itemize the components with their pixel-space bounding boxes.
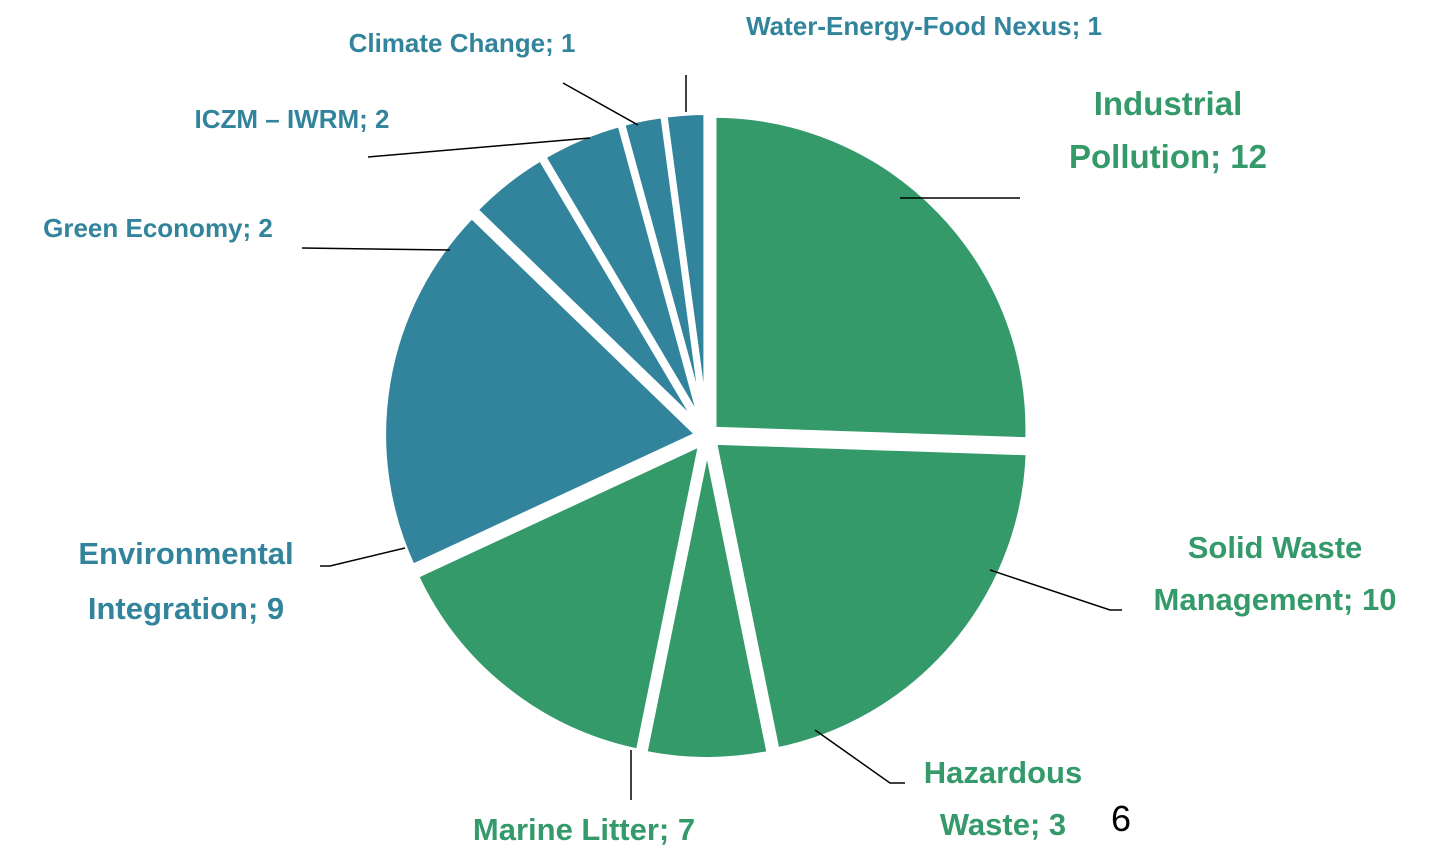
leader-lines xyxy=(301,75,1122,800)
slice-label-solid-waste-management: Solid Waste Management; 10 xyxy=(1154,530,1397,617)
slice-label-industrial-pollution: Industrial Pollution; 12 xyxy=(1069,85,1267,175)
slice-label-climate-change: Climate Change; 1 xyxy=(349,28,576,58)
leader-line-climate-change xyxy=(562,82,639,126)
slice-water-energy-food-nexus xyxy=(661,109,710,428)
page-number: 6 xyxy=(1111,798,1132,839)
slice-label-marine-litter: Marine Litter; 7 xyxy=(473,812,695,846)
pie-slices xyxy=(380,109,1032,763)
leader-line-iczm-iwrm xyxy=(367,137,591,158)
slice-label-green-economy: Green Economy; 2 xyxy=(43,213,273,243)
leader-line-green-economy xyxy=(301,247,451,251)
slice-environmental-integration xyxy=(380,211,704,572)
leader-line-hazardous-waste xyxy=(814,729,905,784)
slice-label-environmental-integration: Environmental Integration; 9 xyxy=(78,536,293,626)
leader-line-solid-waste-management xyxy=(989,569,1122,611)
slice-label-water-energy-food-nexus: Water-Energy-Food Nexus; 1 xyxy=(746,11,1102,41)
slice-solid-waste-management xyxy=(710,438,1032,755)
slice-labels: Industrial Pollution; 12 Solid Waste Manage… xyxy=(43,11,1396,846)
slice-label-iczm-iwrm: ICZM – IWRM; 2 xyxy=(195,104,390,134)
slice-label-hazardous-waste: Hazardous Waste; 3 xyxy=(924,755,1082,842)
slice-hazardous-waste xyxy=(640,444,774,763)
slice-marine-litter xyxy=(411,437,706,756)
slice-industrial-pollution xyxy=(710,111,1032,444)
leader-line-environmental-integration xyxy=(320,547,406,567)
